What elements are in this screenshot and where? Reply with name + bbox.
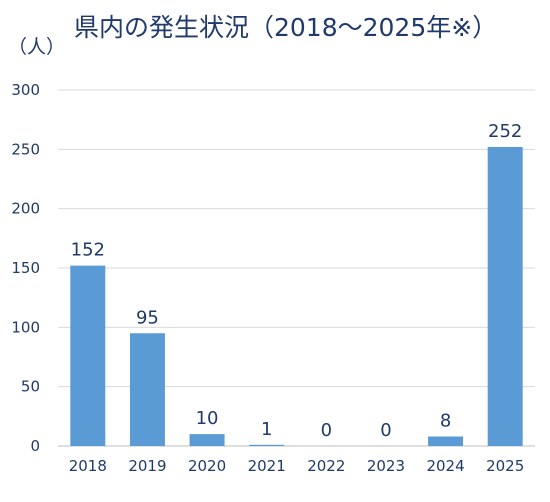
data-label: 10 — [196, 408, 219, 429]
x-tick-label: 2025 — [486, 457, 524, 475]
data-label: 252 — [488, 121, 522, 142]
data-label: 152 — [71, 240, 105, 261]
data-label: 1 — [261, 419, 272, 440]
y-tick-label: 250 — [11, 140, 40, 158]
x-tick-label: 2021 — [248, 457, 286, 475]
bar — [189, 434, 225, 446]
y-tick-label: 50 — [21, 378, 40, 396]
y-tick-label: 300 — [11, 81, 40, 99]
x-tick-label: 2020 — [188, 457, 226, 475]
x-tick-label: 2019 — [128, 457, 166, 475]
data-label: 95 — [136, 307, 159, 328]
y-axis-unit-label: （人） — [8, 36, 66, 58]
x-tick-label: 2024 — [426, 457, 464, 475]
data-label: 0 — [321, 420, 332, 441]
bar — [129, 333, 165, 446]
data-label: 8 — [440, 411, 451, 432]
bar — [487, 146, 523, 446]
y-tick-label: 100 — [11, 318, 40, 336]
bar — [249, 444, 285, 446]
chart-title: 県内の発生状況（2018〜2025年※） — [74, 13, 498, 42]
x-tick-label: 2022 — [307, 457, 345, 475]
x-tick-label: 2018 — [69, 457, 107, 475]
bar — [428, 436, 464, 446]
y-tick-label: 150 — [11, 259, 40, 277]
x-tick-label: 2023 — [367, 457, 405, 475]
y-tick-label: 200 — [11, 200, 40, 218]
data-label: 0 — [380, 420, 391, 441]
bar — [70, 265, 106, 446]
y-tick-label: 0 — [30, 437, 40, 455]
